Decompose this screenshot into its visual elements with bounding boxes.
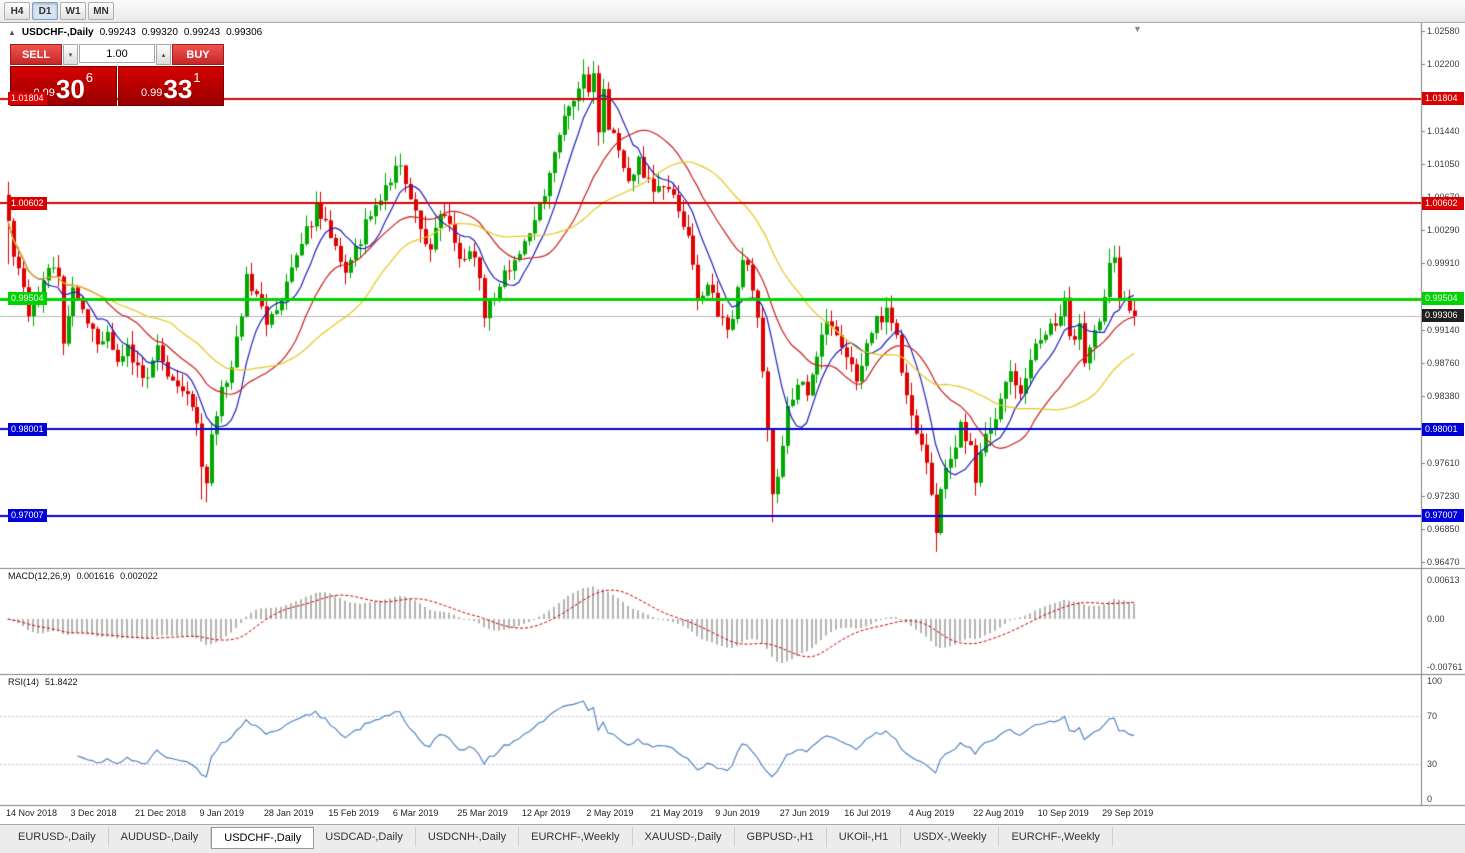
one-click-trading-panel: SELL ▾ ▴ BUY 0.99 30 6 0.99 33 1 [10, 44, 224, 106]
price-tick-label: 0.96470 [1427, 557, 1460, 568]
hline-price-label-right[interactable]: 1.01804 [1422, 92, 1464, 106]
price-tick-label: 1.02200 [1427, 59, 1460, 70]
date-axis-label: 21 Dec 2018 [134, 808, 186, 818]
chart-tab[interactable]: GBPUSD-,H1 [735, 827, 827, 847]
sell-price-big-digits: 30 [55, 74, 85, 105]
buy-button[interactable]: BUY [172, 44, 224, 65]
spin-up-icon: ▴ [161, 51, 166, 59]
chart-tab[interactable]: XAUUSD-,Daily [633, 827, 735, 847]
macd-title: MACD(12,26,9) [8, 571, 71, 581]
hline-price-label-left[interactable]: 1.00602 [8, 196, 47, 210]
timeframe-button-w1[interactable]: W1 [60, 2, 86, 20]
chart-tab[interactable]: USDCNH-,Daily [416, 827, 520, 847]
volume-decrease-button[interactable]: ▾ [63, 44, 78, 65]
date-axis-label: 15 Feb 2019 [328, 808, 379, 818]
date-axis-label: 3 Dec 2018 [70, 808, 117, 818]
hline-price-label-left[interactable]: 1.01804 [8, 92, 47, 106]
rsi-axis-label: 30 [1427, 758, 1438, 769]
price-scale[interactable] [1422, 23, 1465, 805]
macd-indicator-header: MACD(12,26,9) 0.001616 0.002022 [8, 571, 158, 581]
chart-tab[interactable]: AUDUSD-,Daily [109, 827, 212, 847]
price-tick-label: 0.99140 [1427, 325, 1460, 336]
chart-symbol-title: USDCHF-,Daily [21, 27, 94, 38]
macd-axis-label: 0.00613 [1427, 575, 1460, 586]
date-axis-label: 9 Jun 2019 [715, 808, 760, 818]
timeframe-button-h4[interactable]: H4 [4, 2, 30, 20]
spin-down-icon: ▾ [68, 51, 73, 59]
date-axis-label: 25 Mar 2019 [457, 808, 508, 818]
macd-axis-label: -0.00761 [1427, 661, 1463, 672]
chart-tab[interactable]: USDCHF-,Daily [211, 827, 315, 849]
ohlc-open: 0.99243 [99, 27, 136, 38]
chart-tab[interactable]: USDX-,Weekly [901, 827, 1000, 847]
chart-tabs-bar: EURUSD-,Daily AUDUSD-,Daily USDCHF-,Daily U… [0, 824, 1465, 853]
hline-price-label-right[interactable]: 0.97007 [1422, 509, 1464, 523]
price-tick-label: 1.01050 [1427, 159, 1460, 170]
buy-price-display[interactable]: 0.99 33 1 [117, 66, 224, 106]
hline-price-label-right[interactable]: 0.99504 [1422, 292, 1464, 306]
current-price-label: 0.99306 [1422, 309, 1464, 323]
rsi-indicator-header: RSI(14) 51.8422 [8, 677, 78, 687]
rsi-title: RSI(14) [8, 677, 40, 687]
buy-price-prefix: 0.99 [140, 87, 163, 99]
chart-tab[interactable]: EURCHF-,Weekly [519, 827, 633, 847]
buy-price-pipette: 1 [193, 70, 201, 85]
volume-increase-button[interactable]: ▴ [156, 44, 171, 65]
date-axis-label: 9 Jan 2019 [199, 808, 244, 818]
macd-axis-label: 0.00 [1427, 614, 1445, 624]
chart-ohlc-header: ▲ USDCHF-,Daily 0.99243 0.99320 0.99243 … [8, 27, 262, 38]
date-axis-label: 27 Jun 2019 [779, 808, 830, 818]
ohlc-close: 0.99306 [226, 27, 263, 38]
date-axis-label: 28 Jan 2019 [263, 808, 314, 818]
buy-price-big-digits: 33 [163, 74, 193, 105]
hline-price-label-left[interactable]: 0.99504 [8, 292, 47, 306]
hline-price-label-right[interactable]: 0.98001 [1422, 422, 1464, 436]
rsi-axis-label: 70 [1427, 711, 1438, 722]
price-tick-label: 1.02580 [1427, 26, 1460, 37]
rsi-axis-label: 0 [1427, 794, 1433, 804]
date-axis-label: 2 May 2019 [586, 808, 634, 818]
date-axis-label: 14 Nov 2018 [6, 808, 58, 818]
macd-main-value: 0.001616 [76, 571, 115, 581]
one-click-panel-toggle-icon[interactable]: ▲ [8, 28, 16, 37]
price-tick-label: 0.98760 [1427, 358, 1460, 369]
timeframe-toolbar: H4 D1 W1 MN [0, 0, 1465, 23]
date-axis-label: 29 Sep 2019 [1102, 808, 1154, 818]
chart-tab[interactable]: EURUSD-,Daily [6, 827, 109, 847]
date-axis-label: 4 Aug 2019 [908, 808, 955, 818]
chart-shift-marker-icon[interactable]: ▼ [1133, 24, 1142, 34]
price-tick-label: 0.98380 [1427, 391, 1460, 402]
date-axis-label: 6 Mar 2019 [392, 808, 439, 818]
macd-signal-value: 0.002022 [120, 571, 158, 581]
timeframe-button-mn[interactable]: MN [88, 2, 114, 20]
ohlc-low: 0.99243 [183, 27, 221, 38]
date-axis-label: 22 Aug 2019 [973, 808, 1024, 818]
hline-price-label-right[interactable]: 1.00602 [1422, 196, 1464, 210]
price-tick-label: 0.97230 [1427, 491, 1460, 502]
ohlc-high: 0.99320 [141, 27, 178, 38]
price-tick-label: 1.01440 [1427, 125, 1460, 136]
date-axis-label: 10 Sep 2019 [1037, 808, 1089, 818]
sell-button[interactable]: SELL [10, 44, 62, 65]
volume-input[interactable] [79, 44, 155, 63]
price-tick-label: 0.96850 [1427, 524, 1460, 535]
hline-price-label-left[interactable]: 0.97007 [8, 509, 47, 523]
price-tick-label: 0.97610 [1427, 458, 1460, 469]
price-tick-label: 1.00290 [1427, 225, 1460, 236]
timeframe-button-d1[interactable]: D1 [32, 2, 58, 20]
date-axis-label: 16 Jul 2019 [844, 808, 891, 818]
rsi-axis-label: 100 [1427, 676, 1443, 686]
date-axis-label: 21 May 2019 [650, 808, 703, 818]
chart-tab[interactable]: UKOil-,H1 [827, 827, 902, 847]
price-tick-label: 0.99910 [1427, 258, 1460, 269]
sell-price-pipette: 6 [85, 70, 94, 85]
chart-tab[interactable]: USDCAD-,Daily [313, 827, 416, 847]
rsi-value: 51.8422 [45, 677, 78, 687]
date-axis-label: 12 Apr 2019 [521, 808, 571, 818]
chart-tab[interactable]: EURCHF-,Weekly [999, 827, 1113, 847]
hline-price-label-left[interactable]: 0.98001 [8, 422, 47, 436]
